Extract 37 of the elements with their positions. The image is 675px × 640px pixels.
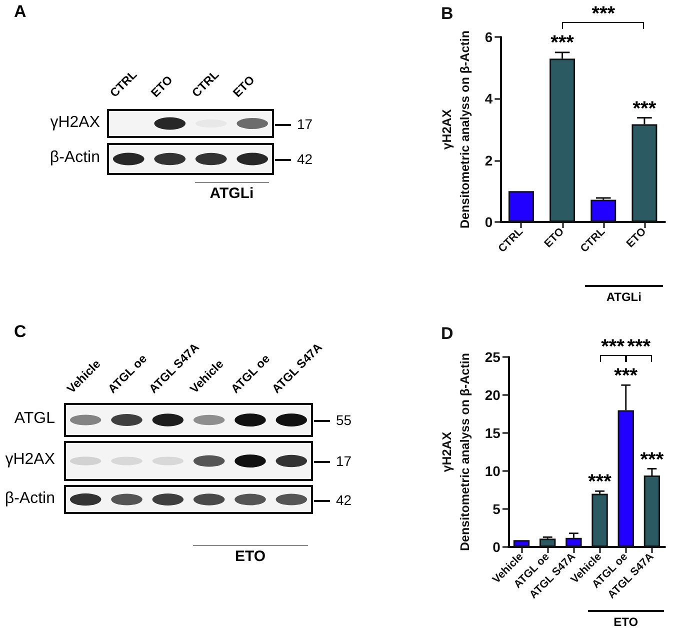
annotation: *** xyxy=(627,336,651,358)
annotation: *** xyxy=(639,448,665,471)
chart-title: D xyxy=(441,324,454,343)
category-label: γH2AX xyxy=(50,114,100,130)
y-tick-label: 6 xyxy=(484,29,493,45)
text: *** xyxy=(590,3,616,26)
category-label: 17 xyxy=(297,116,313,132)
y-axis-title: γH2AX Densitometric analyss on β-Actin xyxy=(440,30,472,228)
annotation: *** xyxy=(632,98,658,120)
category-label: ATGL xyxy=(14,410,55,427)
category-label: γH2AX xyxy=(5,451,55,468)
category-label: 55 xyxy=(336,412,352,428)
y-tick-label: 20 xyxy=(484,387,501,403)
category-label: β-Actin xyxy=(50,149,100,166)
category-label: 17 xyxy=(336,453,352,469)
y-tick-label: 5 xyxy=(492,501,501,517)
y-axis-title: γH2AX Densitometric analyss on β-Actin xyxy=(440,353,472,551)
text: ETO xyxy=(612,615,640,629)
y-tick-label: 15 xyxy=(484,425,501,441)
y-tick-label: 4 xyxy=(484,90,493,107)
y-tick-label: 10 xyxy=(484,463,501,479)
category-label: β-Actin xyxy=(4,490,55,506)
category-label: 42 xyxy=(297,151,313,167)
chart-title: B xyxy=(441,4,454,23)
text: ATGLi xyxy=(208,185,255,202)
text: C xyxy=(14,322,26,342)
annotation: *** xyxy=(601,336,624,358)
annotation: *** xyxy=(613,365,639,388)
y-tick-label: 2 xyxy=(484,152,493,168)
y-tick-label: 0 xyxy=(484,214,493,230)
y-tick-label: 25 xyxy=(484,349,501,365)
annotation: *** xyxy=(587,471,612,494)
text: ATGLi xyxy=(605,290,642,304)
text: A xyxy=(14,2,26,22)
category-label: 42 xyxy=(336,492,352,508)
y-tick-label: 0 xyxy=(492,539,501,555)
annotation: *** xyxy=(550,32,575,54)
